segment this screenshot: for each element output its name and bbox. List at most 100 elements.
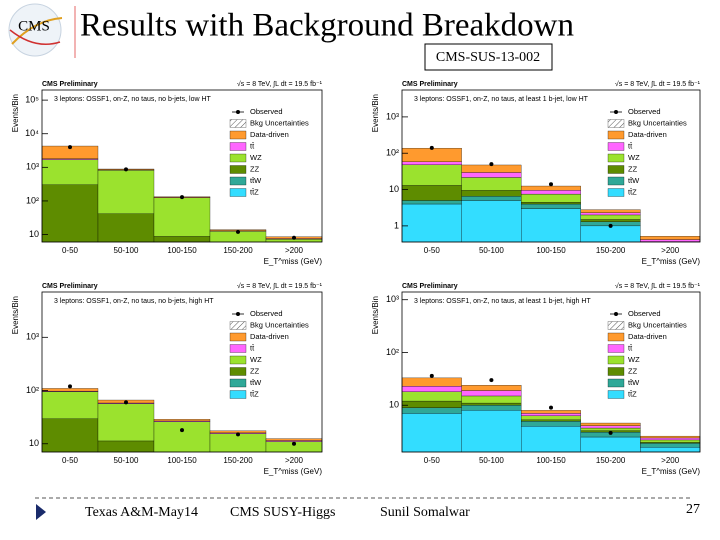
bar-segment bbox=[265, 438, 323, 441]
bar-segment bbox=[461, 172, 522, 178]
bar-segment bbox=[521, 419, 581, 422]
bar-segment bbox=[97, 440, 155, 453]
bar-segment bbox=[640, 439, 701, 443]
y-tick-label: 10³ bbox=[386, 111, 399, 121]
bar-segment bbox=[580, 214, 641, 220]
legend-swatch bbox=[607, 119, 625, 128]
bar-segment bbox=[401, 386, 462, 392]
legend-swatch bbox=[607, 321, 625, 330]
bar-segment bbox=[97, 170, 155, 214]
y-tick-label: 10 bbox=[29, 438, 39, 448]
footer-text: Sunil Somalwar bbox=[380, 505, 470, 520]
legend-label: Observed bbox=[628, 309, 661, 318]
bar-segment bbox=[401, 161, 462, 165]
bar-segment bbox=[41, 418, 99, 453]
page-number: 27 bbox=[686, 502, 700, 517]
x-tick-label: 50-100 bbox=[479, 456, 504, 465]
x-tick-label: >200 bbox=[661, 456, 680, 465]
x-tick-label: 100-150 bbox=[167, 246, 197, 255]
bar-segment bbox=[401, 400, 462, 408]
x-tick-label: 100-150 bbox=[167, 456, 197, 465]
legend-swatch bbox=[229, 119, 247, 128]
subtitle: 3 leptons: OSSF1, on-Z, no taus, at leas… bbox=[414, 96, 589, 103]
bar-segment bbox=[461, 385, 522, 391]
legend-label: ZZ bbox=[250, 164, 260, 173]
x-tick-label: 150-200 bbox=[223, 456, 253, 465]
bar-segment bbox=[580, 212, 641, 216]
plot-frame bbox=[401, 89, 701, 243]
energy-label: √s = 8 TeV, ∫L dt = 19.5 fb⁻¹ bbox=[615, 282, 701, 290]
legend-swatch bbox=[229, 367, 247, 376]
y-tick-label: 10² bbox=[386, 347, 399, 357]
bar-segment bbox=[640, 443, 701, 448]
bar-segment bbox=[580, 219, 641, 222]
logo-text: CMS bbox=[18, 18, 50, 34]
legend-swatch bbox=[229, 130, 247, 140]
legend-label: tt̄ bbox=[250, 343, 255, 352]
legend-swatch bbox=[229, 332, 247, 342]
subtitle: 3 leptons: OSSF1, on-Z, no taus, no b-je… bbox=[54, 298, 214, 305]
experiment-label: CMS Preliminary bbox=[402, 81, 458, 88]
bar-segment bbox=[153, 236, 211, 243]
bar-segment bbox=[640, 441, 701, 444]
y-axis-label: Events/Bin bbox=[11, 296, 20, 334]
legend-label: tt̄Z bbox=[250, 389, 259, 398]
y-axis-label: Events/Bin bbox=[371, 94, 380, 132]
bar-segment bbox=[461, 190, 522, 197]
bar-segment bbox=[461, 402, 522, 406]
bar-segment bbox=[521, 413, 581, 416]
slide-title: Results with Background Breakdown bbox=[80, 8, 574, 44]
legend-swatch bbox=[229, 165, 247, 174]
legend-label: tt̄Z bbox=[250, 187, 259, 196]
bar-segment bbox=[521, 420, 581, 427]
legend-swatch bbox=[607, 390, 625, 399]
plot: 0-50 50-100 100-150 150-200 >200 1 10 10² 10³ CMS… bbox=[371, 80, 701, 266]
logo: CMS bbox=[8, 3, 63, 57]
legend-label: Observed bbox=[250, 309, 283, 318]
x-tick-label: 150-200 bbox=[596, 246, 626, 255]
observed-point bbox=[292, 441, 296, 446]
observed-point bbox=[608, 223, 613, 228]
footer-text: Texas A&M-May14 bbox=[85, 505, 198, 520]
legend-swatch bbox=[607, 367, 625, 376]
observed-point bbox=[292, 235, 296, 240]
y-tick-label: 10³ bbox=[26, 162, 39, 172]
legend-label: tt̄W bbox=[250, 378, 262, 387]
bar-segment bbox=[153, 419, 211, 422]
y-tick-label: 1 bbox=[394, 220, 399, 230]
legend-label: WZ bbox=[250, 153, 262, 162]
bar-segment bbox=[401, 203, 462, 243]
tag-box bbox=[424, 43, 553, 71]
x-tick-label: 50-100 bbox=[114, 456, 139, 465]
observed-point bbox=[608, 430, 613, 435]
footer-text: CMS SUSY-Higgs bbox=[230, 505, 335, 520]
bar-segment bbox=[97, 403, 155, 442]
bar-segment bbox=[640, 239, 701, 242]
experiment-label: CMS Preliminary bbox=[42, 81, 98, 88]
observed-point bbox=[124, 167, 128, 172]
x-tick-label: 150-200 bbox=[596, 456, 626, 465]
legend-label: ZZ bbox=[628, 164, 638, 173]
bar-segment bbox=[521, 203, 581, 209]
bar-segment bbox=[41, 388, 99, 392]
bar-segment bbox=[461, 177, 522, 191]
y-tick-label: 10² bbox=[26, 195, 39, 205]
x-tick-label: 0-50 bbox=[62, 456, 79, 465]
legend-swatch bbox=[607, 378, 625, 388]
bar-segment bbox=[401, 407, 462, 414]
legend-label: tt̄ bbox=[628, 343, 633, 352]
legend-label: tt̄W bbox=[628, 176, 640, 185]
observed-point bbox=[236, 229, 240, 234]
bar-segment bbox=[580, 427, 641, 431]
x-axis-label: E_T^miss (GeV) bbox=[264, 257, 323, 266]
energy-label: √s = 8 TeV, ∫L dt = 19.5 fb⁻¹ bbox=[237, 282, 323, 290]
bar-segment bbox=[461, 200, 522, 243]
bar-segment bbox=[401, 377, 462, 387]
x-axis-label: E_T^miss (GeV) bbox=[642, 257, 701, 266]
bar-segment bbox=[521, 426, 581, 453]
y-tick-label: 10³ bbox=[386, 294, 399, 304]
bar-segment bbox=[97, 213, 155, 243]
legend-label: tt̄W bbox=[628, 378, 640, 387]
legend-swatch bbox=[229, 142, 247, 151]
bar-segment bbox=[401, 413, 462, 453]
